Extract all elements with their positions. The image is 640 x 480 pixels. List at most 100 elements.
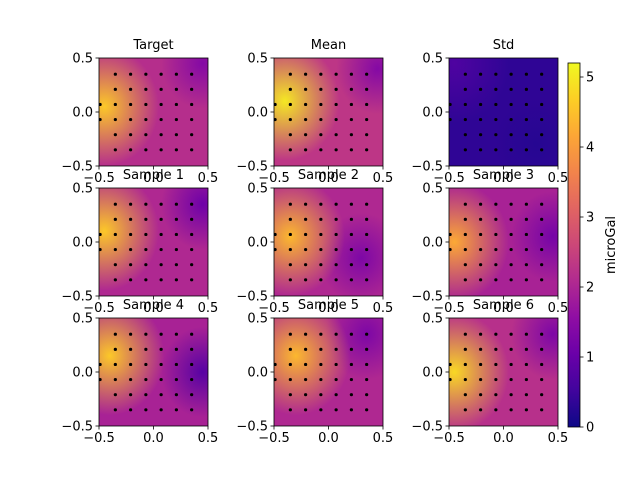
station-marker: [144, 202, 148, 206]
y-tick-label: 0.5: [72, 182, 93, 197]
station-marker: [288, 377, 292, 382]
station-marker: [509, 332, 513, 336]
station-marker: [494, 87, 498, 91]
station-marker: [349, 232, 353, 237]
station-marker: [304, 148, 308, 152]
station-marker: [129, 133, 133, 137]
station-marker: [319, 117, 323, 122]
station-marker: [190, 332, 194, 336]
colorbar-tick-label: 2: [586, 281, 594, 296]
panel-8-low-region: [511, 318, 558, 380]
colorbar-tick-label: 4: [586, 141, 594, 156]
panel-8-high-region: [449, 318, 509, 426]
colorbar: 0 1 2 3 4 5 microGal: [567, 62, 619, 436]
station-marker: [449, 377, 452, 382]
station-marker: [494, 278, 498, 282]
station-marker: [113, 87, 117, 91]
station-marker: [129, 263, 133, 267]
station-marker: [463, 72, 467, 76]
station-marker: [524, 377, 528, 382]
station-marker: [319, 87, 323, 91]
station-marker: [288, 117, 292, 122]
station-marker: [509, 408, 513, 412]
station-marker: [509, 102, 513, 107]
y-tick-label: 0.5: [422, 312, 443, 327]
x-tick-label: −0.5: [258, 301, 290, 316]
station-marker: [174, 377, 178, 382]
station-marker: [494, 117, 498, 122]
station-marker: [524, 347, 528, 351]
station-marker: [174, 87, 178, 91]
y-tick-label: 0.0: [247, 106, 268, 121]
station-marker: [99, 102, 102, 107]
station-marker: [190, 263, 194, 267]
y-tick-label: −0.5: [236, 420, 268, 435]
station-marker: [494, 148, 498, 152]
station-marker: [159, 247, 163, 252]
station-marker: [113, 393, 117, 397]
panel-title: Mean: [311, 38, 346, 53]
station-marker: [304, 347, 308, 351]
station-marker: [304, 247, 308, 252]
colorbar-label: microGal: [604, 216, 619, 274]
station-marker: [524, 87, 528, 91]
panel-6-high-region: [99, 318, 165, 416]
panel-title: Std: [493, 38, 515, 53]
station-marker: [509, 202, 513, 206]
panel-0-high-region: [99, 58, 159, 166]
station-marker: [365, 232, 369, 237]
station-marker: [129, 87, 133, 91]
station-marker: [144, 278, 148, 282]
station-marker: [463, 232, 467, 237]
station-marker: [319, 148, 323, 152]
station-marker: [144, 347, 148, 351]
station-marker: [113, 202, 117, 206]
station-marker: [113, 102, 117, 107]
station-marker: [319, 133, 323, 137]
station-marker: [509, 263, 513, 267]
station-marker: [129, 202, 133, 206]
station-marker: [524, 117, 528, 122]
panel-title: Target: [132, 38, 173, 53]
station-marker: [334, 332, 338, 336]
station-marker: [494, 408, 498, 412]
panel-title: Sample 3: [473, 168, 534, 183]
panel-2-high-region: [449, 58, 509, 123]
station-marker: [319, 332, 323, 336]
station-marker: [288, 263, 292, 267]
station-marker: [479, 133, 483, 137]
station-marker: [144, 217, 148, 221]
x-tick-label: 0.5: [198, 301, 219, 316]
station-marker: [144, 362, 148, 367]
station-marker: [479, 278, 483, 282]
station-marker: [479, 72, 483, 76]
station-marker: [304, 408, 308, 412]
station-marker: [334, 232, 338, 237]
station-marker: [449, 102, 452, 107]
station-marker: [349, 362, 353, 367]
station-marker: [365, 202, 369, 206]
panel-3-high-region: [99, 188, 159, 291]
station-marker: [365, 148, 369, 152]
station-marker: [288, 72, 292, 76]
station-marker: [113, 148, 117, 152]
station-marker: [99, 117, 102, 122]
station-marker: [540, 278, 544, 282]
station-marker: [190, 117, 194, 122]
station-marker: [524, 232, 528, 237]
station-marker: [449, 362, 452, 367]
station-marker: [349, 247, 353, 252]
station-marker: [99, 362, 102, 367]
x-tick-label: 0.5: [548, 301, 569, 316]
station-marker: [463, 87, 467, 91]
station-marker: [190, 393, 194, 397]
station-marker: [190, 217, 194, 221]
station-marker: [144, 148, 148, 152]
station-marker: [334, 202, 338, 206]
station-marker: [540, 232, 544, 237]
station-marker: [288, 332, 292, 336]
panel-1: −0.5 0.0 0.5 −0.5 0.0 0.5 Mean: [236, 38, 393, 186]
station-marker: [365, 102, 369, 107]
